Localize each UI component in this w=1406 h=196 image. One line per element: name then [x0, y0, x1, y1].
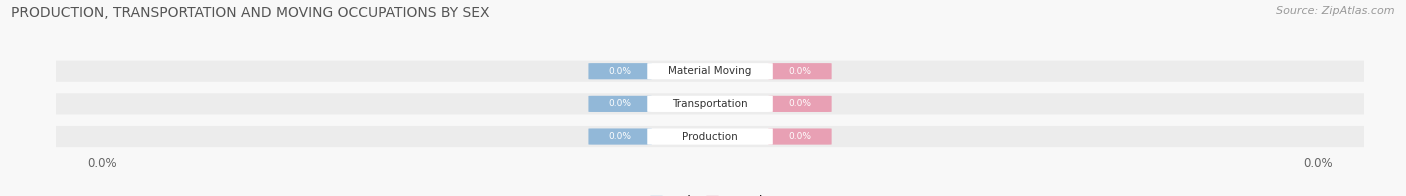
Text: 0.0%: 0.0% — [609, 67, 631, 76]
Text: 0.0%: 0.0% — [609, 132, 631, 141]
FancyBboxPatch shape — [768, 96, 831, 112]
FancyBboxPatch shape — [647, 96, 773, 112]
Text: Source: ZipAtlas.com: Source: ZipAtlas.com — [1277, 6, 1395, 16]
FancyBboxPatch shape — [768, 128, 831, 145]
FancyBboxPatch shape — [589, 128, 652, 145]
Text: 0.0%: 0.0% — [609, 99, 631, 108]
Text: 0.0%: 0.0% — [789, 99, 811, 108]
FancyBboxPatch shape — [768, 63, 831, 79]
FancyBboxPatch shape — [647, 63, 773, 79]
Text: Material Moving: Material Moving — [668, 66, 752, 76]
FancyBboxPatch shape — [647, 128, 773, 145]
FancyBboxPatch shape — [49, 93, 1371, 114]
Legend: Male, Female: Male, Female — [650, 195, 770, 196]
FancyBboxPatch shape — [589, 63, 652, 79]
Text: Production: Production — [682, 132, 738, 142]
Text: Transportation: Transportation — [672, 99, 748, 109]
FancyBboxPatch shape — [49, 61, 1371, 82]
FancyBboxPatch shape — [589, 96, 652, 112]
FancyBboxPatch shape — [49, 126, 1371, 147]
Text: PRODUCTION, TRANSPORTATION AND MOVING OCCUPATIONS BY SEX: PRODUCTION, TRANSPORTATION AND MOVING OC… — [11, 6, 489, 20]
Text: 0.0%: 0.0% — [789, 67, 811, 76]
Text: 0.0%: 0.0% — [789, 132, 811, 141]
